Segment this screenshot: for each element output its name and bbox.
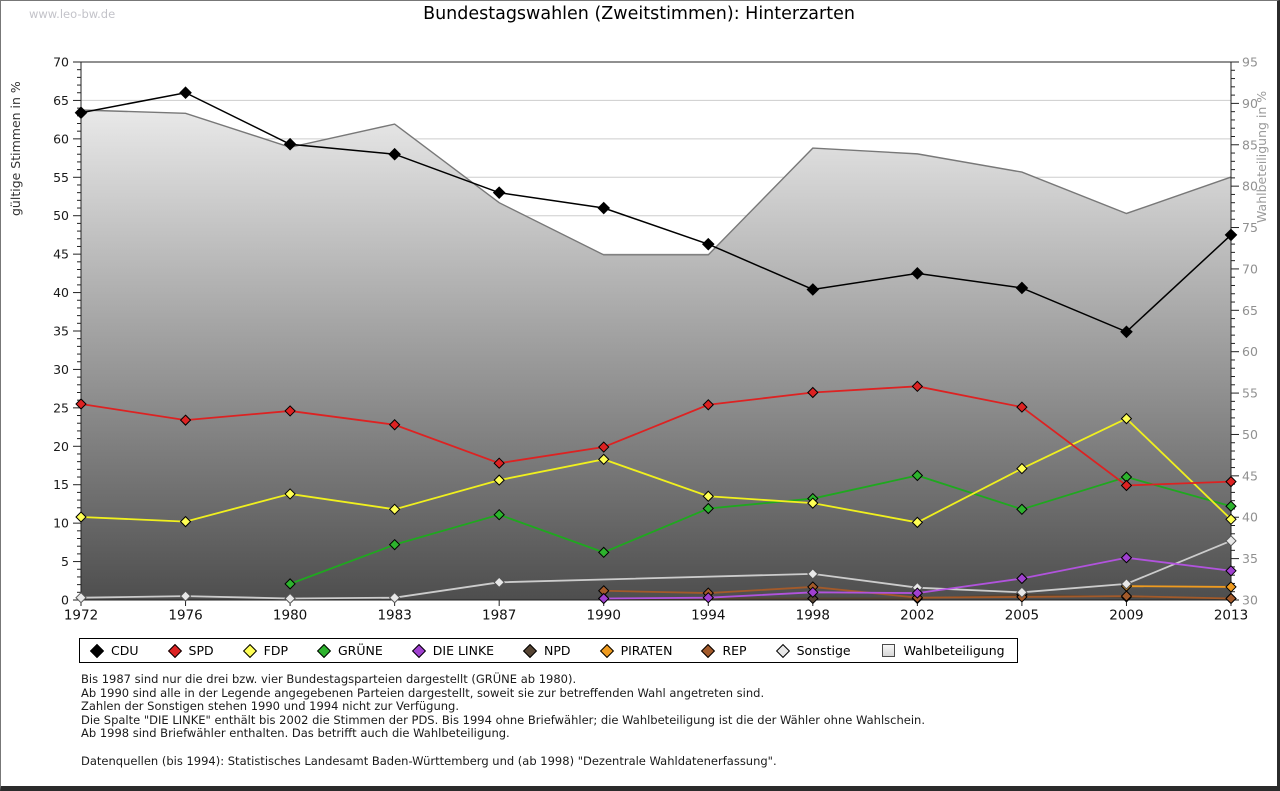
svg-text:30: 30 (1242, 593, 1258, 608)
legend-item-fdp: FDP (242, 643, 288, 658)
axes: 0 5 10 15 20 25 30 35 40 45 50 55 60 65 70 30 35 40 45 50 55… (53, 55, 1258, 624)
series-spd (75, 380, 1237, 492)
svg-text:30: 30 (53, 362, 69, 377)
svg-text:55: 55 (53, 170, 69, 185)
page-title: Bundestagswahlen (Zweitstimmen): Hinterz… (423, 4, 855, 24)
legend-label: Sonstige (796, 643, 851, 658)
legend-label: PIRATEN (620, 643, 673, 658)
svg-text:55: 55 (1242, 386, 1258, 401)
legend-label: GRÜNE (337, 643, 383, 658)
svg-text:45: 45 (1242, 468, 1258, 483)
x-tick-label: 1990 (587, 608, 621, 624)
legend-item-wahlbeteiligung: Wahlbeteiligung (881, 643, 1005, 658)
svg-text:35: 35 (53, 324, 69, 339)
x-tick-label: 2013 (1214, 608, 1248, 624)
svg-text:95: 95 (1242, 55, 1258, 70)
svg-text:75: 75 (1242, 220, 1258, 235)
legend-item-rep: REP (701, 643, 747, 658)
x-tick-label: 2009 (1109, 608, 1143, 624)
datasource-line: Datenquellen (bis 1994): Statistisches L… (81, 753, 777, 768)
series-cdu (74, 86, 1238, 339)
legend-label: CDU (111, 643, 139, 658)
svg-text:70: 70 (53, 55, 69, 70)
legend-item-piraten: PIRATEN (599, 643, 673, 658)
series-marker-icon (316, 643, 332, 658)
footnote-line: Zahlen der Sonstigen stehen 1990 und 199… (81, 699, 460, 714)
x-tick-label: 1983 (377, 608, 411, 624)
svg-text:90: 90 (1242, 96, 1258, 111)
x-tick-label: 2002 (900, 608, 934, 624)
legend-item-spd: SPD (167, 643, 214, 658)
x-tick-label: 1987 (482, 608, 516, 624)
chart-svg: 0 5 10 15 20 25 30 35 40 45 50 55 60 65 70 30 35 40 45 50 55… (8, 55, 1269, 624)
x-tick-label: 1980 (273, 608, 307, 624)
turnout-swatch-icon (881, 644, 895, 657)
footnote-line: Ab 1990 sind alle in der Legende angegeb… (81, 685, 765, 700)
series-marker-icon (167, 643, 182, 658)
watermark-leo-bw: www.leo-bw.de (29, 7, 116, 21)
footnote-line: Die Spalte "DIE LINKE" enthält bis 2002 … (81, 712, 925, 727)
svg-text:40: 40 (53, 285, 69, 300)
x-tick-label: 2005 (1005, 608, 1039, 624)
legend-item-sonstige: Sonstige (775, 643, 851, 658)
legend-item-npd: NPD (522, 643, 571, 658)
svg-text:65: 65 (53, 93, 69, 108)
x-tick-label: 1972 (64, 608, 98, 624)
svg-text:35: 35 (1242, 551, 1258, 566)
x-tick-label: 1998 (796, 608, 830, 624)
footnote-line: Bis 1987 sind nur die drei bzw. vier Bun… (81, 672, 577, 686)
svg-text:70: 70 (1242, 261, 1258, 276)
series-marker-icon (411, 643, 426, 658)
svg-text:60: 60 (1242, 344, 1258, 359)
svg-text:40: 40 (1242, 510, 1258, 525)
series-marker-icon (522, 643, 538, 658)
svg-text:85: 85 (1242, 137, 1258, 152)
legend-item-grüne: GRÜNE (316, 643, 383, 658)
series-marker-icon (599, 643, 614, 658)
turnout-area (81, 110, 1231, 600)
svg-text:50: 50 (53, 208, 69, 223)
x-tick-label: 1994 (691, 608, 725, 624)
legend-item-die-linke: DIE LINKE (411, 643, 495, 658)
series-marker-icon (89, 643, 105, 658)
legend-label: DIE LINKE (432, 643, 495, 658)
svg-text:0: 0 (61, 593, 69, 608)
election-chart: 0 5 10 15 20 25 30 35 40 45 50 55 60 65 70 30 35 40 45 50 55… (1, 1, 1277, 633)
svg-text:60: 60 (53, 131, 69, 146)
series-marker-icon (701, 643, 716, 658)
legend-label: NPD (544, 643, 571, 658)
turnout-line (80, 109, 1232, 256)
svg-text:45: 45 (53, 247, 69, 262)
chart-legend: CDU SPD FDP GRÜNE DIE LINKE NPD PIRATEN REP Sons… (79, 638, 1018, 663)
legend-label: Wahlbeteiligung (903, 643, 1005, 658)
svg-text:50: 50 (1242, 427, 1258, 442)
legend-label: REP (722, 643, 747, 658)
svg-text:80: 80 (1242, 179, 1258, 194)
series-marker-icon (775, 643, 790, 658)
series-die-linke (598, 552, 1237, 605)
left-axis-title: gültige Stimmen in % (8, 81, 23, 216)
svg-text:20: 20 (53, 439, 69, 454)
svg-text:65: 65 (1242, 303, 1258, 318)
svg-text:5: 5 (61, 554, 69, 569)
series-marker-icon (242, 643, 257, 658)
x-tick-label: 1976 (168, 608, 202, 624)
footnote-line: Ab 1998 sind Briefwähler enthalten. Das … (81, 726, 510, 741)
svg-text:15: 15 (53, 477, 69, 492)
right-axis-title: Wahlbeteiligung in % (1254, 91, 1269, 223)
legend-label: FDP (263, 643, 288, 658)
series-fdp (75, 412, 1237, 529)
svg-text:10: 10 (53, 516, 69, 531)
footnotes: Bis 1987 sind nur die drei bzw. vier Bun… (81, 672, 925, 769)
legend-item-cdu: CDU (89, 643, 139, 658)
legend-label: SPD (188, 643, 214, 658)
svg-text:25: 25 (53, 400, 69, 415)
